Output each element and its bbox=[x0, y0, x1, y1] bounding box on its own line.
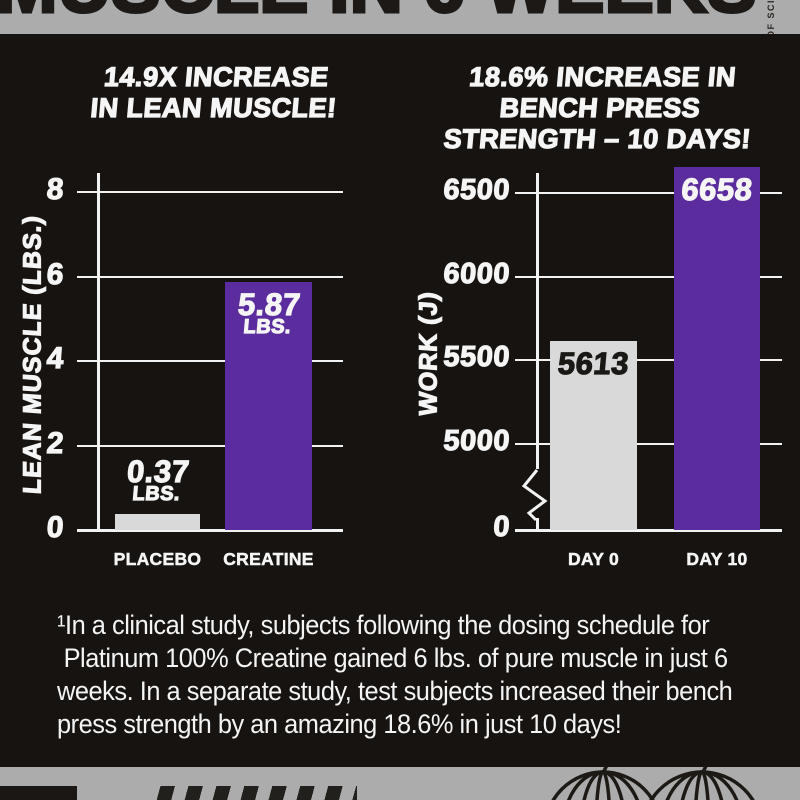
gridline bbox=[77, 360, 343, 362]
chart1-bar-placebo bbox=[115, 514, 200, 530]
y-axis bbox=[535, 173, 539, 469]
y-axis-title: LEAN MUSCLE (LBS.) bbox=[18, 213, 47, 496]
bar-value-unit: LBS. bbox=[242, 315, 293, 338]
y-tick-label: 0 bbox=[492, 510, 512, 544]
hazard-stripes-decoration bbox=[147, 786, 357, 800]
gridline bbox=[77, 444, 343, 447]
corner-block-decoration bbox=[0, 786, 77, 800]
gridline bbox=[515, 528, 782, 532]
right-chart-title-line2: BENCH PRESS bbox=[498, 92, 702, 123]
left-chart-title-line2: IN LEAN MUSCLE! bbox=[89, 92, 339, 123]
bottom-banner bbox=[0, 767, 800, 800]
footnote: ¹In a clinical study, subjects following… bbox=[57, 609, 771, 741]
footnote-line-4: press strength by an amazing 18.6% in ju… bbox=[57, 709, 622, 739]
footnote-line-2: Platinum 100% Creatine gained 6 lbs. of … bbox=[57, 643, 729, 673]
footnote-line-1: ¹In a clinical study, subjects following… bbox=[57, 610, 710, 640]
y-tick-label: 5000 bbox=[442, 424, 512, 457]
x-category-label-day-0: DAY 0 bbox=[567, 549, 620, 570]
x-category-label-day-10: DAY 10 bbox=[686, 549, 748, 570]
left-chart-title-line1: 14.9X INCREASE bbox=[102, 61, 331, 92]
x-category-label-placebo: PLACEBO bbox=[113, 549, 202, 570]
bar-value-number: 5.87 bbox=[236, 286, 303, 322]
wireframe-globes-decoration bbox=[551, 767, 755, 800]
gridline bbox=[515, 359, 782, 361]
right-chart-title-line1: 18.6% INCREASE IN bbox=[467, 61, 738, 92]
footnote-line-3: weeks. In a separate study, test subject… bbox=[57, 676, 733, 706]
right-chart-title-line3: STRENGTH – 10 DAYS! bbox=[442, 123, 753, 154]
chart2-bar-day-10 bbox=[674, 166, 760, 530]
y-tick-label: 0 bbox=[45, 511, 66, 545]
gridline bbox=[515, 442, 782, 445]
gridline bbox=[77, 275, 343, 278]
y-tick-label: 6000 bbox=[442, 257, 512, 290]
gridline bbox=[77, 528, 343, 532]
bar-value-label-day-10: 6658 bbox=[653, 171, 781, 207]
right-chart-title: 18.6% INCREASE IN BENCH PRESS STRENGTH –… bbox=[421, 61, 779, 155]
chart2-bar-day-0 bbox=[550, 341, 637, 530]
chart1-bar-creatine bbox=[225, 281, 312, 530]
bar-value-number: 6658 bbox=[679, 171, 755, 207]
gridline bbox=[77, 191, 343, 193]
top-banner: MUSCLE IN 6 WEEKS OF SCI bbox=[0, 0, 800, 34]
banner-headline-clipped: MUSCLE IN 6 WEEKS bbox=[0, 0, 758, 25]
y-axis bbox=[535, 518, 539, 532]
y-axis bbox=[96, 173, 100, 531]
gridline bbox=[515, 192, 782, 194]
bar-value-label-placebo: 0.37 LBS. bbox=[93, 454, 222, 506]
gridline bbox=[515, 275, 782, 278]
x-category-label-creatine: CREATINE bbox=[223, 549, 314, 570]
y-tick-label: 6500 bbox=[442, 173, 512, 207]
y-tick-label: 5500 bbox=[442, 340, 512, 374]
bar-value-label-day-0: 5613 bbox=[529, 346, 658, 382]
bar-value-number: 0.37 bbox=[125, 454, 192, 490]
bar-value-label-creatine: 5.87 LBS. bbox=[203, 286, 334, 338]
left-chart-title: 14.9X INCREASE IN LEAN MUSCLE! bbox=[37, 61, 392, 124]
y-axis-break-icon bbox=[521, 469, 548, 522]
y-axis-title: WORK (J) bbox=[414, 290, 443, 418]
bar-value-unit: LBS. bbox=[131, 483, 182, 506]
bar-value-number: 5613 bbox=[556, 346, 631, 382]
